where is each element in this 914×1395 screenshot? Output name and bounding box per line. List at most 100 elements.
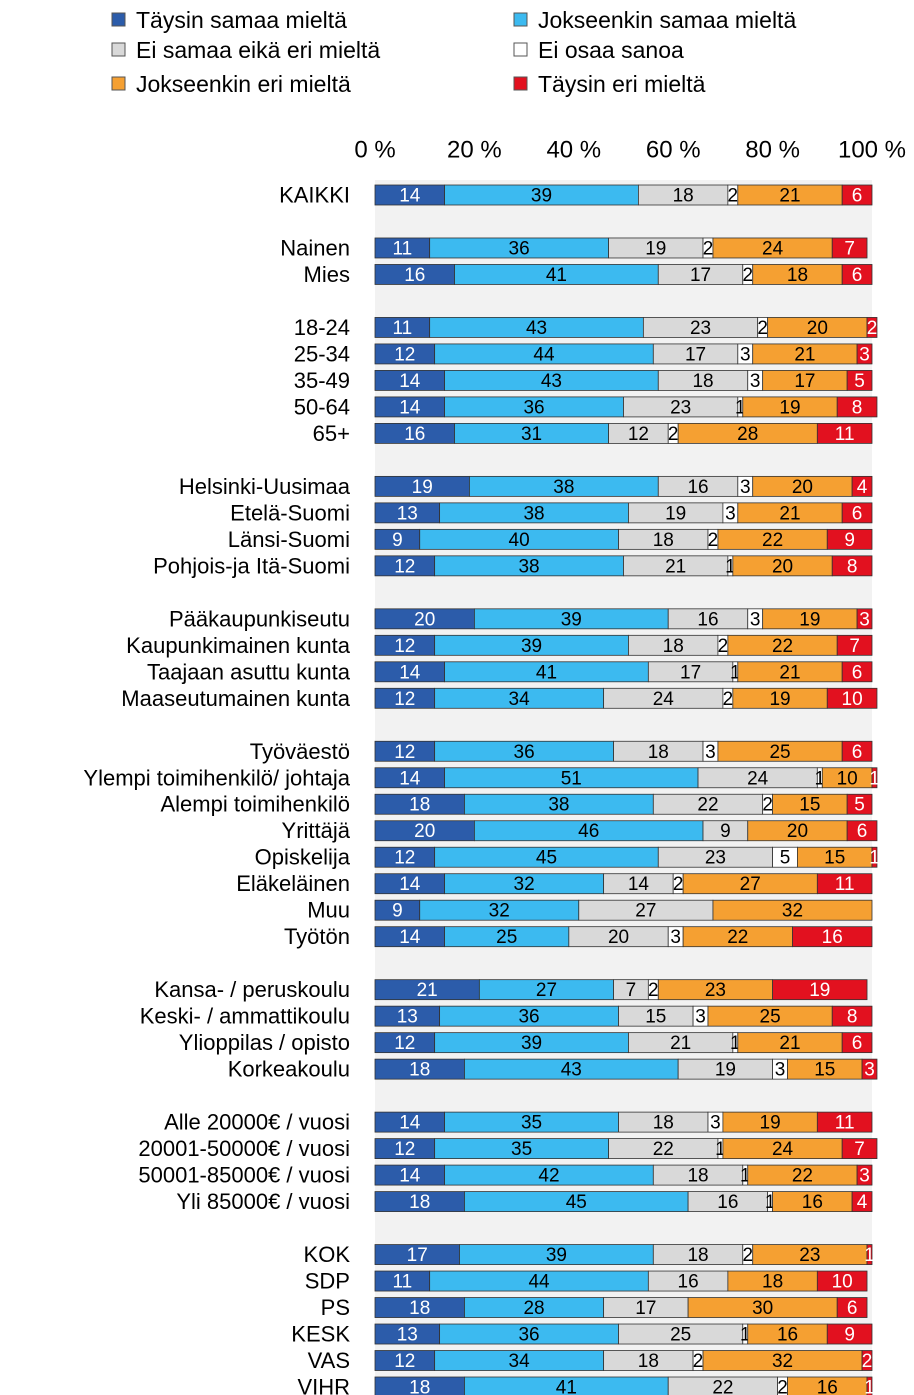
data-label: 18 — [648, 742, 669, 763]
data-label: 2 — [693, 1351, 704, 1372]
data-label: 36 — [514, 742, 535, 763]
data-label: 2 — [762, 795, 773, 816]
category-label: Ylempi toimihenkilö/ johtaja — [83, 765, 350, 790]
category-label: Kaupunkimainen kunta — [126, 633, 351, 658]
data-label: 2 — [757, 318, 768, 339]
data-label: 9 — [844, 1325, 855, 1346]
bar-segment — [841, 1138, 878, 1159]
data-label: 44 — [528, 1272, 550, 1293]
data-label: 21 — [794, 344, 815, 365]
data-label: 34 — [509, 1351, 531, 1372]
data-label: 35 — [511, 1139, 532, 1160]
legend-label: Täysin samaa mieltä — [136, 7, 347, 33]
bar-segment — [841, 184, 873, 206]
data-label: 21 — [665, 556, 686, 577]
data-label: 14 — [399, 768, 421, 789]
data-label: 1 — [864, 1378, 875, 1395]
data-label: 21 — [779, 1033, 800, 1054]
data-label: 6 — [857, 821, 868, 842]
bar-segment — [836, 634, 873, 656]
data-label: 27 — [536, 980, 557, 1001]
data-label: 3 — [859, 609, 870, 630]
category-label: 50-64 — [294, 394, 350, 419]
legend-swatch — [513, 42, 528, 57]
category-label: Työtön — [284, 924, 350, 949]
category-label: Alle 20000€ / vuosi — [164, 1110, 350, 1135]
data-label: 20 — [807, 318, 828, 339]
data-label: 38 — [553, 477, 574, 498]
data-label: 2 — [742, 1245, 753, 1266]
data-label: 3 — [705, 742, 716, 763]
category-label: Nainen — [280, 235, 350, 260]
data-label: 3 — [740, 477, 751, 498]
data-label: 24 — [772, 1139, 794, 1160]
data-label: 1 — [815, 768, 826, 789]
data-label: 23 — [799, 1245, 820, 1266]
data-label: 22 — [772, 636, 793, 657]
data-label: 15 — [814, 1060, 835, 1081]
data-label: 21 — [417, 980, 438, 1001]
data-label: 1 — [869, 768, 880, 789]
data-label: 25 — [496, 927, 517, 948]
data-label: 3 — [750, 609, 761, 630]
data-label: 9 — [844, 530, 855, 551]
data-label: 18 — [653, 1113, 674, 1134]
bar-segment — [772, 979, 868, 1001]
data-label: 16 — [678, 1272, 699, 1293]
data-label: 16 — [687, 477, 708, 498]
data-label: 14 — [399, 1166, 421, 1187]
bar-segment — [866, 1244, 873, 1265]
data-label: 8 — [852, 397, 863, 418]
data-label: 39 — [561, 609, 582, 630]
data-label: 19 — [715, 1060, 736, 1081]
data-label: 6 — [852, 265, 863, 286]
data-label: 18 — [787, 265, 808, 286]
data-label: 14 — [399, 371, 421, 392]
bar-segment — [841, 264, 873, 285]
legend-label: Täysin eri mieltä — [538, 71, 706, 97]
bar-segment — [861, 1350, 873, 1371]
data-label: 6 — [847, 1298, 858, 1319]
bar-segment — [826, 1323, 873, 1345]
category-label: Pääkaupunkiseutu — [169, 606, 350, 631]
bar-segment — [851, 1191, 873, 1212]
data-label: 51 — [561, 768, 582, 789]
data-label: 32 — [514, 874, 535, 895]
data-label: 10 — [832, 1272, 853, 1293]
data-label: 36 — [509, 238, 530, 259]
data-label: 35 — [521, 1113, 542, 1134]
data-label: 16 — [717, 1192, 738, 1213]
category-label: Mies — [304, 262, 350, 287]
data-label: 1 — [869, 848, 880, 869]
data-label: 14 — [399, 874, 421, 895]
data-label: 38 — [518, 556, 539, 577]
bar-segment — [836, 1297, 868, 1318]
data-label: 19 — [769, 689, 790, 710]
data-label: 12 — [394, 689, 415, 710]
data-label: 13 — [397, 1325, 418, 1346]
category-label: VIHR — [297, 1375, 350, 1395]
data-label: 18 — [638, 1351, 659, 1372]
data-label: 24 — [747, 768, 769, 789]
data-label: 16 — [817, 1378, 838, 1395]
legend-swatch — [513, 12, 528, 27]
category-label: Maaseutumainen kunta — [121, 686, 350, 711]
data-label: 1 — [765, 1192, 776, 1213]
data-label: 11 — [392, 238, 412, 259]
data-label: 20 — [787, 821, 808, 842]
category-label: Yrittäjä — [282, 818, 351, 843]
data-label: 21 — [670, 1033, 691, 1054]
data-label: 12 — [628, 424, 649, 445]
data-label: 7 — [844, 238, 855, 259]
data-label: 8 — [847, 556, 858, 577]
data-label: 14 — [628, 874, 650, 895]
data-label: 39 — [531, 186, 552, 207]
data-label: 6 — [852, 662, 863, 683]
data-label: 16 — [404, 265, 425, 286]
data-label: 15 — [824, 848, 845, 869]
bar-segment — [866, 1376, 873, 1395]
data-label: 3 — [695, 1007, 706, 1028]
bar-segment — [851, 475, 873, 497]
data-label: 25 — [760, 1007, 781, 1028]
data-label: 2 — [648, 980, 659, 1001]
